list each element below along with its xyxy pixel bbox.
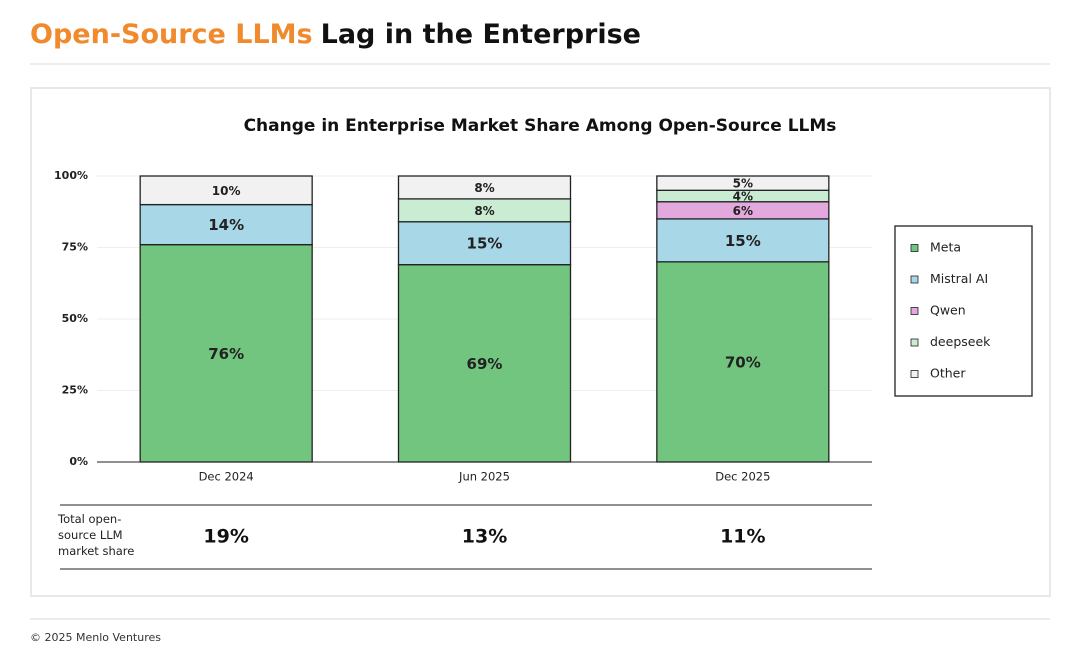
legend-swatch	[910, 338, 919, 347]
summary-label: Total open-source LLM market share	[58, 512, 135, 558]
legend-swatch	[910, 275, 919, 284]
y-tick-label: 50%	[62, 312, 88, 325]
legend-label: Other	[930, 366, 966, 381]
bar-segment	[397, 175, 572, 200]
y-tick-label: 75%	[62, 241, 88, 254]
legend-swatch	[910, 244, 919, 252]
y-tick-label: 25%	[62, 384, 88, 397]
legend-swatch	[910, 307, 919, 315]
x-tick-label: Dec 2024	[199, 470, 254, 484]
summary-value: 13%	[462, 526, 507, 548]
value-label: 69%	[467, 355, 503, 373]
page-title: Open-Source LLMs Lag in the Enterprise	[30, 19, 641, 50]
bar-segment	[139, 203, 313, 246]
summary-label-box: Total open-source LLM market share	[58, 512, 135, 558]
legend-swatch	[910, 370, 919, 378]
bar-segment	[397, 221, 572, 266]
legend-label: Qwen	[930, 303, 966, 318]
bar-segment	[656, 175, 830, 191]
chart-title: Change in Enterprise Market Share Among …	[244, 116, 837, 136]
bar-segment	[397, 264, 572, 463]
bar-segment	[656, 261, 830, 463]
y-tick-label: 0%	[69, 455, 88, 468]
title-rest: Lag in the Enterprise	[321, 19, 641, 50]
bar-segment	[139, 175, 313, 206]
value-label: 15%	[725, 232, 761, 250]
value-label: 8%	[474, 204, 494, 218]
x-tick-label: Dec 2025	[715, 470, 770, 484]
x-tick-label: Jun 2025	[458, 470, 510, 484]
y-tick-label: 100%	[54, 169, 88, 182]
value-label: 70%	[725, 353, 761, 371]
value-label: 5%	[733, 177, 753, 191]
value-label: 10%	[212, 184, 241, 198]
value-label: 14%	[208, 216, 244, 234]
legend-label: deepseek	[930, 334, 991, 349]
footer: © 2025 Menlo Ventures	[30, 631, 161, 644]
value-label: 8%	[474, 181, 494, 195]
legend-label: Mistral AI	[930, 271, 988, 286]
value-label: 15%	[467, 235, 503, 253]
value-label: 4%	[733, 190, 753, 204]
summary-value: 11%	[720, 526, 765, 548]
bar-segment	[139, 243, 313, 463]
bar-segment	[656, 218, 830, 263]
value-label: 76%	[208, 345, 244, 363]
value-label: 6%	[733, 204, 753, 218]
legend-label: Meta	[930, 240, 961, 255]
title-highlight: Open-Source LLMs	[30, 19, 313, 50]
summary-value: 19%	[203, 526, 248, 548]
